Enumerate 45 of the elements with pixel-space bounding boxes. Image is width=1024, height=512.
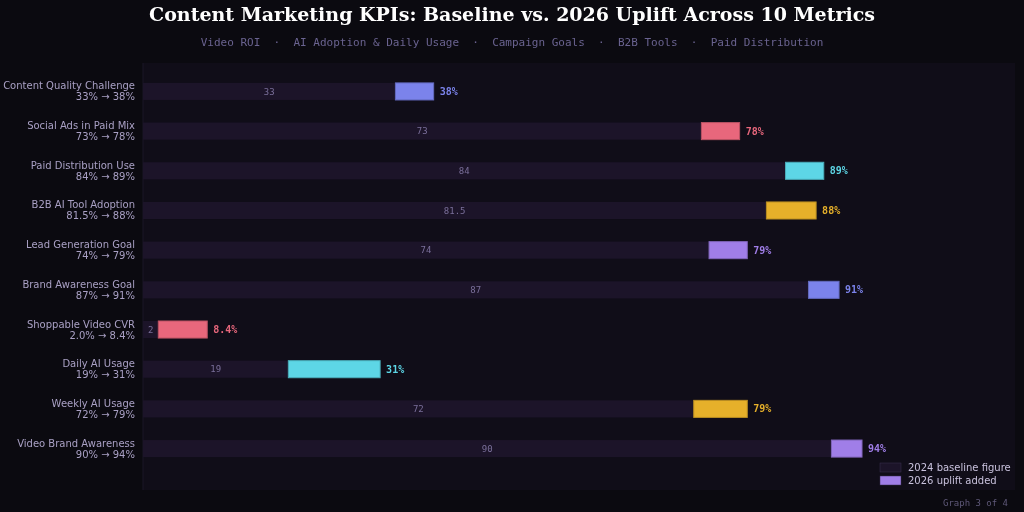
- data-label: 72: [412, 404, 424, 415]
- bar: [157, 320, 208, 339]
- bar: [700, 122, 741, 141]
- bar: [765, 201, 817, 220]
- annotation: 78%: [745, 125, 764, 137]
- bar: [287, 360, 381, 379]
- data-label: 33: [263, 86, 275, 97]
- annotation: 8.4%: [213, 324, 238, 336]
- y-tick-label: Brand Awareness Goal 87% → 91%: [22, 278, 135, 301]
- annotation: 89%: [829, 165, 848, 177]
- y-tick-label: Content Quality Challenge 33% → 38%: [3, 80, 135, 103]
- data-label: 84: [458, 165, 470, 176]
- chart-subtitle: Video ROI · AI Adoption & Daily Usage · Campaign Goals · B2B Tools · Paid Distribution: [200, 36, 824, 49]
- y-tick-label: Social Ads in Paid Mix 73% → 78%: [27, 120, 136, 143]
- annotation: 79%: [753, 244, 772, 256]
- data-label: 73: [416, 126, 428, 137]
- y-tick-label: Paid Distribution Use 84% → 89%: [30, 159, 135, 182]
- annotation: 94%: [868, 443, 887, 455]
- data-label: 87: [470, 284, 482, 295]
- bar: [693, 399, 748, 418]
- annotation: 88%: [822, 204, 841, 216]
- data-label: 19: [210, 364, 222, 375]
- caption: Graph 3 of 4: [942, 498, 1008, 508]
- annotation: 31%: [386, 363, 405, 375]
- bar: [807, 280, 840, 299]
- data-label: 81.5: [443, 205, 466, 216]
- bar: [785, 161, 825, 180]
- annotation: 79%: [753, 403, 772, 415]
- data-label: 2: [147, 324, 154, 335]
- y-tick-label: Lead Generation Goal 74% → 79%: [26, 239, 135, 262]
- y-tick-label: Daily AI Usage 19% → 31%: [62, 358, 135, 381]
- annotation: 91%: [845, 284, 864, 296]
- legend-label: 2026 uplift added: [908, 475, 997, 486]
- data-label: 74: [420, 245, 432, 256]
- bar: [394, 82, 435, 101]
- data-label: 90: [481, 443, 493, 454]
- y-tick-label: B2B AI Tool Adoption 81.5% → 88%: [31, 199, 135, 222]
- annotation: 38%: [439, 85, 458, 97]
- y-tick-label: Video Brand Awareness 90% → 94%: [17, 437, 135, 460]
- chart-title: Content Marketing KPIs: Baseline vs. 2026 Uplift Across 10 Metrics: [149, 3, 875, 25]
- y-tick-label: Shoppable Video CVR 2.0% → 8.4%: [26, 318, 136, 341]
- y-tick-label: Weekly AI Usage 72% → 79%: [51, 397, 135, 420]
- bar: [830, 439, 863, 458]
- legend-label: 2024 baseline figure: [908, 462, 1011, 473]
- bar: [708, 241, 748, 260]
